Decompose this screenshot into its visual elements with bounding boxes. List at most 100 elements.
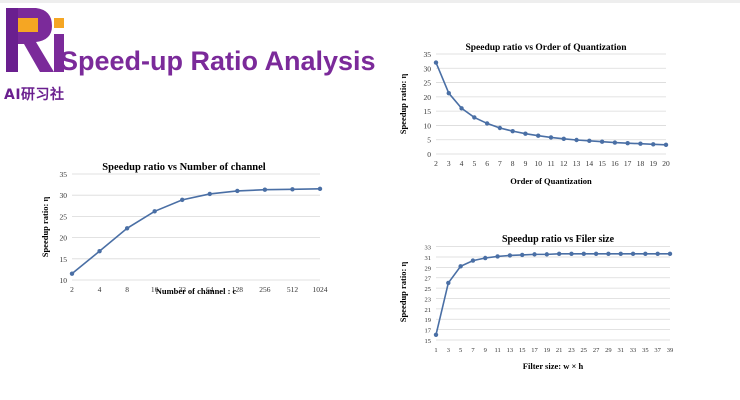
data-point bbox=[510, 128, 515, 134]
data-point bbox=[235, 188, 240, 194]
data-point bbox=[630, 251, 636, 257]
x-tick-label: 14 bbox=[586, 159, 594, 168]
data-point bbox=[612, 140, 618, 145]
y-tick-label: 30 bbox=[60, 191, 68, 200]
x-tick-label: 13 bbox=[507, 347, 513, 354]
data-point bbox=[459, 106, 464, 111]
x-tick-label: 5 bbox=[472, 159, 476, 168]
x-tick-label: 1024 bbox=[313, 285, 328, 294]
data-point bbox=[574, 137, 579, 143]
chart-title: Speedup ratio vs Order of Quantization bbox=[465, 43, 627, 53]
data-point bbox=[638, 141, 643, 146]
y-axis-label: Speedup ratio: η bbox=[398, 74, 408, 135]
x-tick-label: 19 bbox=[544, 347, 551, 354]
x-tick-label: 15 bbox=[598, 159, 606, 168]
x-tick-label: 18 bbox=[637, 159, 645, 168]
x-axis-label: Filter size: w × h bbox=[523, 361, 584, 371]
y-tick-label: 17 bbox=[425, 328, 432, 335]
y-tick-label: 21 bbox=[425, 307, 432, 314]
data-point bbox=[433, 332, 439, 338]
top-border bbox=[0, 0, 740, 3]
chart-channels: 10 15 20 25 30 35 2 4 8 16 32 64 128 256 512 1024 Speedu… bbox=[40, 162, 328, 296]
x-tick-label: 35 bbox=[642, 347, 649, 354]
data-point bbox=[599, 139, 605, 144]
x-tick-label: 8 bbox=[125, 285, 129, 294]
data-point bbox=[643, 251, 648, 257]
y-tick-label: 35 bbox=[60, 170, 68, 179]
x-tick-label: 128 bbox=[232, 285, 244, 294]
y-tick-label: 25 bbox=[60, 212, 68, 221]
x-tick-label: 3 bbox=[447, 347, 450, 354]
x-tick-label: 512 bbox=[287, 285, 299, 294]
y-tick-label: 35 bbox=[424, 50, 432, 59]
data-point bbox=[124, 226, 130, 231]
data-point bbox=[523, 131, 528, 136]
data-point bbox=[581, 251, 586, 257]
data-point bbox=[433, 60, 439, 65]
x-tick-label: 20 bbox=[662, 159, 670, 168]
chart-title: Speedup ratio vs Number of channel bbox=[102, 162, 266, 173]
data-point bbox=[69, 271, 75, 276]
x-tick-label: 5 bbox=[459, 347, 462, 354]
data-point bbox=[556, 251, 562, 257]
ri-logo-icon bbox=[6, 8, 64, 72]
x-tick-label: 29 bbox=[605, 347, 612, 354]
x-axis-label: Number of channel : c bbox=[156, 286, 237, 296]
data-point bbox=[532, 252, 537, 257]
x-tick-label: 23 bbox=[568, 347, 575, 354]
data-point bbox=[495, 254, 500, 259]
data-point bbox=[587, 138, 592, 144]
x-tick-label: 37 bbox=[654, 347, 661, 354]
y-tick-label: 29 bbox=[425, 265, 432, 272]
data-point bbox=[651, 142, 656, 147]
data-point bbox=[317, 186, 323, 192]
data-point bbox=[180, 197, 185, 203]
data-point bbox=[484, 121, 490, 126]
series-line bbox=[435, 62, 667, 146]
x-tick-label: 32 bbox=[178, 285, 186, 294]
x-tick-label: 7 bbox=[471, 347, 475, 354]
x-tick-label: 3 bbox=[447, 159, 451, 168]
x-tick-label: 7 bbox=[498, 159, 502, 168]
y-tick-label: 30 bbox=[424, 64, 432, 73]
y-tick-label: 31 bbox=[425, 255, 432, 262]
y-tick-label: 10 bbox=[424, 121, 432, 130]
x-tick-label: 2 bbox=[70, 285, 74, 294]
y-tick-label: 0 bbox=[427, 150, 431, 159]
x-tick-label: 4 bbox=[98, 285, 102, 294]
data-point bbox=[470, 258, 476, 263]
data-point bbox=[606, 251, 611, 257]
data-point bbox=[618, 251, 623, 257]
x-tick-label: 33 bbox=[630, 347, 637, 354]
x-tick-label: 15 bbox=[519, 347, 526, 354]
x-tick-label: 16 bbox=[611, 159, 619, 168]
data-point bbox=[290, 187, 295, 192]
data-point bbox=[152, 209, 157, 214]
y-axis-label: Speedup ratio: η bbox=[40, 197, 50, 258]
x-tick-label: 1 bbox=[434, 347, 437, 354]
data-point bbox=[446, 280, 451, 286]
y-tick-label: 5 bbox=[427, 136, 431, 145]
x-tick-label: 2 bbox=[434, 159, 438, 168]
y-axis-label: Speedup ratio: η bbox=[398, 262, 408, 323]
series-line bbox=[71, 188, 321, 275]
x-tick-label: 12 bbox=[560, 159, 568, 168]
x-tick-label: 9 bbox=[524, 159, 528, 168]
y-tick-label: 23 bbox=[425, 296, 432, 303]
y-tick-label: 15 bbox=[424, 107, 432, 116]
data-point bbox=[667, 251, 673, 257]
y-tick-label: 20 bbox=[424, 93, 432, 102]
y-tick-label: 25 bbox=[424, 79, 432, 88]
x-tick-label: 19 bbox=[649, 159, 657, 168]
series-line bbox=[435, 253, 670, 335]
data-point bbox=[625, 140, 630, 146]
data-point bbox=[561, 136, 566, 142]
data-point bbox=[663, 142, 669, 148]
data-point bbox=[548, 135, 554, 140]
data-point bbox=[472, 115, 477, 120]
x-tick-label: 64 bbox=[206, 285, 214, 294]
x-tick-label: 39 bbox=[667, 347, 674, 354]
x-tick-label: 11 bbox=[494, 347, 500, 354]
data-point bbox=[207, 191, 212, 197]
